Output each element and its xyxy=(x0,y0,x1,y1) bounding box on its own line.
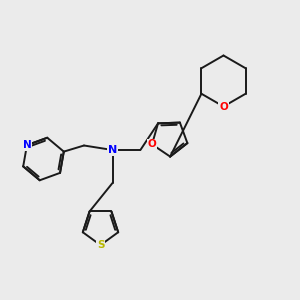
Text: N: N xyxy=(22,140,31,150)
Text: S: S xyxy=(97,240,104,250)
Text: O: O xyxy=(219,101,228,112)
Text: O: O xyxy=(148,140,156,149)
Text: N: N xyxy=(108,145,117,155)
